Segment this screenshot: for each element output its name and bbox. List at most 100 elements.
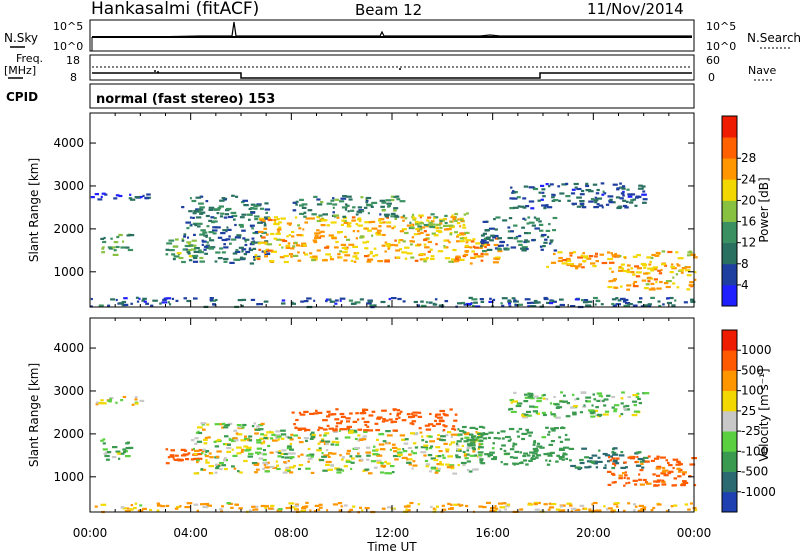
- data-cell: [614, 252, 618, 256]
- data-cell: [517, 435, 520, 438]
- data-cell: [165, 248, 170, 251]
- data-cell: [244, 240, 247, 243]
- data-cell: [227, 215, 234, 219]
- data-cell: [289, 456, 295, 459]
- data-cell: [262, 461, 268, 465]
- data-cell: [371, 234, 374, 237]
- data-cell: [542, 245, 546, 248]
- data-cell: [640, 508, 646, 511]
- data-cell: [460, 301, 466, 305]
- data-cell: [283, 254, 289, 258]
- data-cell: [463, 432, 470, 435]
- data-cell: [206, 241, 209, 244]
- data-cell: [592, 393, 595, 396]
- data-cell: [395, 256, 400, 259]
- data-cell: [306, 454, 311, 457]
- data-cell: [524, 239, 528, 242]
- data-cell: [627, 481, 631, 484]
- data-cell: [557, 259, 563, 263]
- data-cell: [346, 225, 352, 228]
- data-cell: [139, 504, 143, 507]
- data-cell: [549, 302, 554, 305]
- data-cell: [305, 217, 310, 220]
- data-cell: [562, 454, 565, 457]
- station-title: Hankasalmi (fitACF): [91, 0, 259, 19]
- data-cell: [259, 218, 264, 221]
- data-cell: [186, 502, 193, 505]
- data-cell: [297, 428, 302, 431]
- data-cell: [183, 233, 187, 236]
- y-tick-label: 3000: [53, 179, 84, 193]
- data-cell: [439, 226, 443, 229]
- data-cell: [417, 503, 420, 506]
- data-cell: [676, 467, 681, 470]
- data-cell: [607, 251, 611, 254]
- data-cell: [120, 399, 124, 402]
- data-cell: [501, 297, 508, 300]
- data-cell: [497, 431, 500, 434]
- data-cell: [459, 504, 462, 507]
- data-cell: [102, 246, 105, 249]
- data-cell: [194, 437, 199, 440]
- data-cell: [596, 413, 603, 416]
- data-cell: [98, 304, 104, 307]
- data-cell: [606, 394, 611, 397]
- data-cell: [423, 230, 427, 233]
- data-cell: [579, 200, 585, 203]
- data-cell: [106, 451, 112, 454]
- data-cell: [412, 464, 418, 467]
- data-cell: [206, 423, 210, 426]
- data-cell: [355, 213, 359, 216]
- data-cell: [457, 233, 461, 237]
- data-cell: [134, 502, 138, 505]
- data-cell: [172, 457, 175, 460]
- data-cell: [322, 219, 328, 222]
- data-cell: [597, 415, 601, 418]
- data-cell: [112, 253, 119, 256]
- data-cell: [276, 218, 280, 221]
- data-cell: [366, 260, 372, 263]
- data-cell: [386, 434, 393, 437]
- data-cell: [488, 227, 495, 230]
- data-cell: [314, 257, 318, 260]
- data-cell: [678, 462, 682, 465]
- data-cell: [575, 267, 578, 270]
- data-cell: [314, 504, 320, 507]
- data-cell: [423, 223, 429, 227]
- data-cell: [401, 228, 407, 231]
- data-cell: [118, 233, 123, 237]
- data-cell: [345, 460, 352, 463]
- data-cell: [195, 431, 200, 434]
- data-cell: [412, 460, 416, 463]
- data-cell: [611, 395, 616, 399]
- data-cell: [596, 392, 603, 395]
- data-cell: [530, 301, 536, 304]
- data-cell: [527, 503, 534, 506]
- data-cell: [662, 303, 665, 306]
- data-cell: [192, 447, 195, 451]
- data-cell: [186, 241, 192, 244]
- data-cell: [522, 217, 526, 220]
- data-cell: [120, 246, 126, 249]
- data-cell: [295, 203, 298, 206]
- data-cell: [271, 250, 277, 253]
- data-cell: [565, 457, 569, 460]
- data-cell: [238, 507, 243, 510]
- data-cell: [380, 205, 385, 208]
- data-cell: [620, 397, 624, 400]
- data-cell: [452, 218, 457, 221]
- data-cell: [646, 482, 652, 485]
- data-cell: [427, 250, 431, 253]
- data-cell: [486, 237, 491, 240]
- data-cell: [379, 199, 386, 202]
- data-cell: [204, 455, 209, 458]
- data-cell: [252, 508, 255, 511]
- data-cell: [139, 399, 145, 402]
- data-cell: [446, 246, 449, 249]
- data-cell: [690, 298, 694, 301]
- data-cell: [521, 414, 524, 417]
- data-cell: [548, 502, 552, 505]
- data-cell: [278, 226, 282, 229]
- data-cell: [221, 426, 224, 429]
- data-cell: [263, 224, 267, 227]
